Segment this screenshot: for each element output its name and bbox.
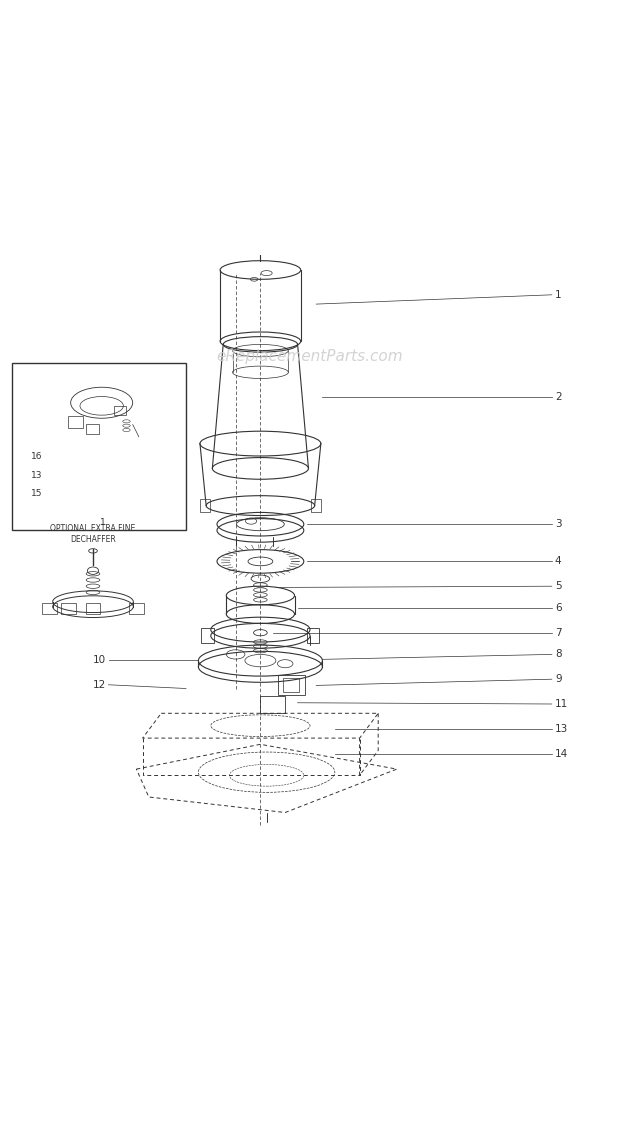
- Text: 16: 16: [31, 453, 43, 462]
- Bar: [12, 364, 186, 531]
- Text: 4: 4: [555, 557, 562, 567]
- Bar: [283, 677, 299, 692]
- Text: 9: 9: [555, 674, 562, 684]
- Bar: [42, 603, 57, 614]
- Text: 6: 6: [555, 603, 562, 613]
- Bar: [278, 675, 305, 695]
- Text: 11: 11: [555, 699, 568, 709]
- Text: 12: 12: [93, 680, 106, 690]
- Text: 10: 10: [93, 655, 106, 665]
- Text: 1: 1: [100, 518, 105, 527]
- Bar: [86, 425, 99, 434]
- Text: 13: 13: [31, 471, 43, 480]
- Text: 1: 1: [555, 290, 562, 300]
- Ellipse shape: [248, 557, 273, 566]
- Text: 14: 14: [555, 749, 568, 759]
- Bar: [114, 406, 126, 415]
- Bar: [129, 603, 144, 614]
- Text: OPTIONAL EXTRA FINE
DECHAFFER: OPTIONAL EXTRA FINE DECHAFFER: [50, 524, 136, 543]
- Bar: [200, 499, 210, 511]
- Bar: [311, 499, 321, 511]
- Bar: [68, 417, 83, 428]
- Bar: [61, 603, 76, 614]
- Bar: [202, 628, 214, 644]
- Text: 8: 8: [555, 649, 562, 659]
- Bar: [307, 628, 319, 644]
- Text: 5: 5: [555, 581, 562, 592]
- Text: eReplacementParts.com: eReplacementParts.com: [216, 349, 404, 365]
- Bar: [260, 695, 285, 714]
- Bar: [86, 603, 100, 614]
- Text: 3: 3: [555, 519, 562, 530]
- Text: 7: 7: [555, 628, 562, 638]
- Text: 13: 13: [555, 724, 568, 734]
- Text: 2: 2: [555, 392, 562, 402]
- Text: 15: 15: [31, 489, 43, 498]
